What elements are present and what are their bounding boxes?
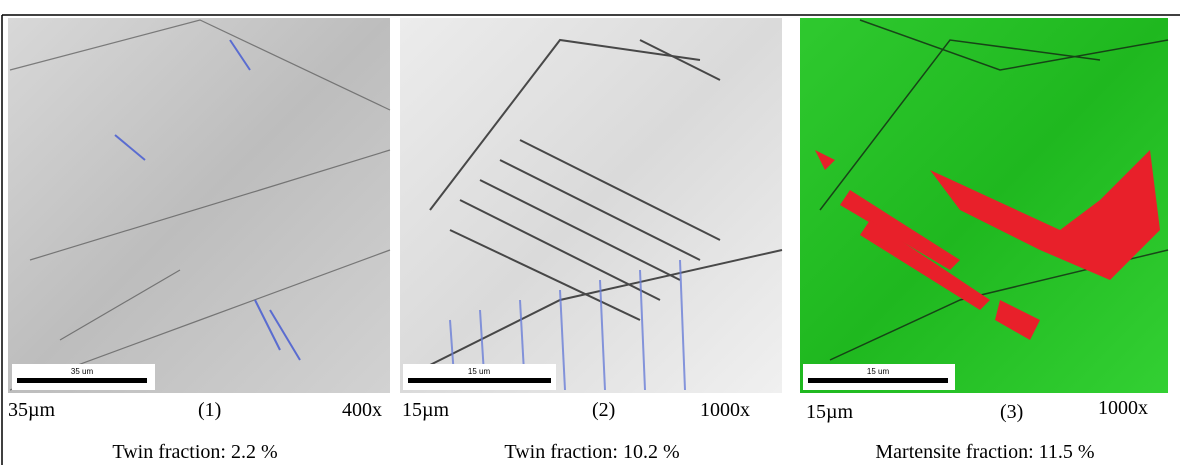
magnification: 1000x: [1098, 397, 1148, 419]
scale-bar-text: 15 um: [468, 367, 491, 376]
caption: Twin fraction: 10.2 %: [504, 441, 679, 463]
scale-label: 15µm: [806, 401, 854, 423]
panel-index: (1): [198, 399, 221, 421]
panel-index: (3): [1000, 401, 1023, 423]
scale-label: 35µm: [8, 399, 56, 421]
magnification: 1000x: [700, 399, 750, 421]
caption: Twin fraction: 2.2 %: [112, 441, 277, 463]
magnification: 400x: [342, 399, 382, 421]
micrograph: [800, 18, 1169, 393]
panel-index: (2): [592, 399, 615, 421]
scale-bar-text: 15 um: [867, 367, 890, 376]
caption: Martensite fraction: 11.5 %: [875, 441, 1094, 463]
micrograph: [400, 18, 783, 393]
scale-label: 15µm: [402, 399, 450, 421]
micrograph: [8, 18, 391, 393]
scale-bar-text: 35 um: [71, 367, 94, 376]
